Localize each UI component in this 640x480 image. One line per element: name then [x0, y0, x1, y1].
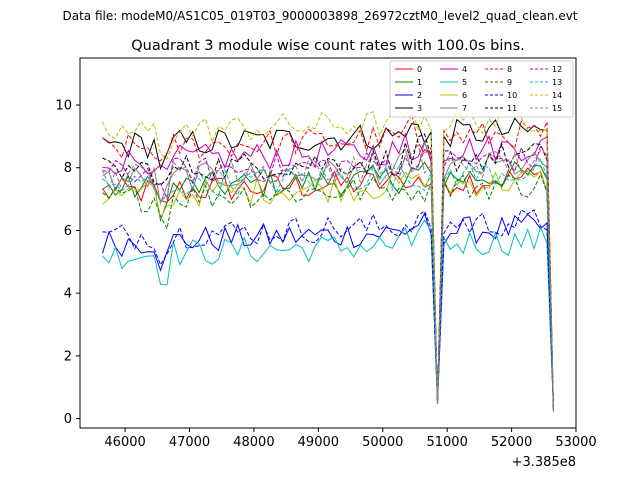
legend-label: 13	[552, 78, 562, 87]
legend-label: 8	[507, 65, 512, 74]
x-tick-label: 49000	[298, 435, 339, 450]
series-line-8	[102, 112, 554, 410]
chart-suptitle: Data file: modeM0/AS1C05_019T03_90000038…	[62, 9, 577, 23]
legend-label: 2	[417, 91, 422, 100]
legend-box	[389, 60, 574, 118]
series-line-14	[102, 105, 554, 412]
legend-label: 3	[417, 104, 422, 113]
series-line-12	[102, 144, 554, 412]
y-tick-label: 10	[55, 99, 72, 114]
x-offset-label: +3.385e8	[512, 455, 576, 470]
x-tick-label: 48000	[233, 435, 274, 450]
series-line-7	[102, 141, 554, 410]
series-line-0	[102, 167, 554, 411]
x-axis: 46000 47000 48000 49000 50000 51000 52000 53000	[104, 428, 597, 450]
series-line-11	[102, 133, 554, 412]
legend-label: 11	[507, 104, 517, 113]
y-tick-label: 4	[64, 287, 72, 302]
series-line-13	[102, 157, 554, 410]
series-line-15	[102, 143, 554, 412]
x-tick-label: 47000	[169, 435, 210, 450]
legend-label: 10	[507, 91, 517, 100]
series-line-3	[102, 117, 554, 411]
series-line-6	[102, 170, 554, 413]
chart-title: Quadrant 3 module wise count rates with …	[131, 38, 525, 54]
series-line-1	[102, 161, 554, 411]
series-line-10	[102, 209, 554, 410]
legend-label: 15	[552, 104, 562, 113]
legend-label: 7	[462, 104, 467, 113]
y-tick-label: 2	[64, 349, 72, 364]
series-layer	[102, 105, 554, 413]
series-line-9	[102, 172, 554, 411]
y-tick-label: 6	[64, 224, 72, 239]
y-axis: 0 2 4 6 8 10	[55, 99, 80, 427]
x-tick-label: 50000	[362, 435, 403, 450]
x-tick-label: 52000	[491, 435, 532, 450]
y-tick-label: 8	[64, 161, 72, 176]
x-tick-label: 51000	[426, 435, 467, 450]
legend-label: 6	[462, 91, 467, 100]
legend-label: 4	[462, 65, 467, 74]
series-line-5	[102, 219, 554, 412]
legend-label: 0	[417, 65, 422, 74]
series-line-2	[102, 212, 554, 412]
legend-label: 5	[462, 78, 467, 87]
x-tick-label: 53000	[555, 435, 596, 450]
legend-label: 9	[507, 78, 512, 87]
series-line-4	[102, 132, 554, 412]
legend-label: 14	[552, 91, 562, 100]
plot-frame	[79, 57, 577, 429]
legend-label: 1	[417, 78, 422, 87]
x-tick-label: 46000	[104, 435, 145, 450]
legend-label: 12	[552, 65, 562, 74]
y-tick-label: 0	[64, 412, 72, 427]
